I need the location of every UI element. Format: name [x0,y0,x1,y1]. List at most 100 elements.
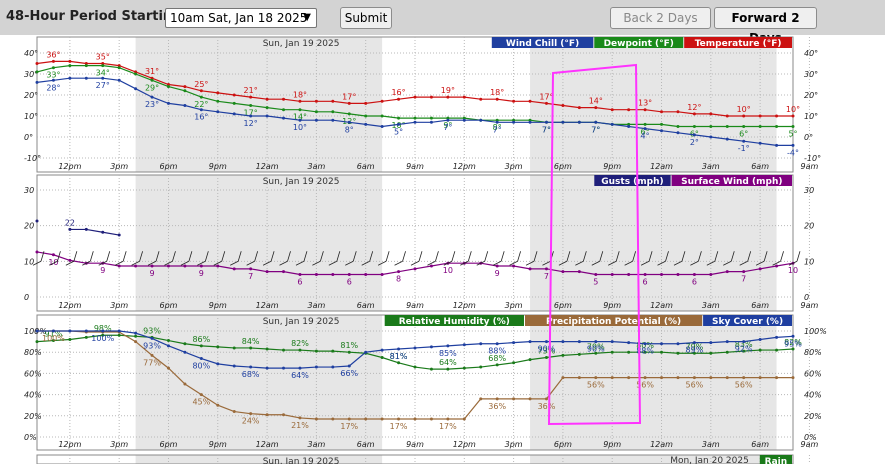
data-point [692,351,696,355]
data-point [429,367,433,371]
wind-barb-flag [500,251,505,262]
data-point [594,376,598,380]
data-label: -1° [738,144,750,153]
data-point [216,362,220,366]
data-point [709,351,713,355]
data-point [709,272,713,276]
data-point [676,376,680,380]
data-point [561,120,565,124]
data-point [166,83,170,86]
x-tick-label: 9pm [209,301,227,310]
wind-barb-flag [402,251,406,262]
data-point [117,264,121,268]
y-tick-left: 20 [24,222,34,231]
data-label: 89% [686,346,704,355]
y-tick-right: 80% [804,348,822,357]
y-tick-left: 10 [24,257,34,266]
forward-2-days-button[interactable]: Forward 2 Days [714,7,817,45]
legend-swatch [594,175,671,186]
data-point [117,329,121,333]
data-point [429,417,433,421]
legend-label: Temperature (°F) [695,39,782,49]
legend-swatch [491,37,594,48]
data-point [660,272,664,276]
data-label: 24% [242,417,260,426]
wind-barb [608,260,617,266]
x-tick-label: 6am [357,162,375,171]
data-point [660,350,664,354]
wind-barb [624,260,633,266]
data-point [446,118,450,122]
wind-barb-flag [780,251,784,262]
back-2-days-button[interactable]: Back 2 Days [610,7,711,29]
y-tick-left: 30° [24,70,38,79]
data-point [101,329,105,333]
data-label: 23° [145,100,159,109]
data-label: 2° [690,138,699,147]
data-point [397,122,401,126]
wind-barb-flag [237,251,242,262]
data-point [676,110,680,114]
data-label: 12° [244,119,258,128]
data-point [610,122,614,126]
x-tick-label: 3pm [110,301,128,310]
y-tick-left: 80% [24,348,42,357]
data-label: 9 [199,269,204,278]
data-label: 10° [786,105,800,114]
x-tick-label: 12am [650,162,673,171]
data-point [134,340,138,344]
data-point [68,59,72,63]
period-select-value: 10am Sat, Jan 18 2025 [170,11,308,25]
data-point [35,70,39,74]
data-point [199,264,203,268]
data-label: 7° [591,125,600,134]
data-point [232,410,236,414]
data-point [594,120,598,124]
data-point [643,127,647,131]
x-tick-label: 3am [307,301,325,310]
data-point [725,270,729,274]
wind-barb [114,260,124,266]
data-point [791,347,795,351]
wind-barb-flag [730,251,735,262]
legend-label: Sky Cover (%) [712,317,783,327]
data-label: 6 [347,277,352,286]
data-point [709,112,713,116]
data-point [232,101,236,105]
data-point [495,363,499,367]
data-point [265,97,269,101]
data-point [199,344,203,348]
y-tick-left: -10° [24,154,41,163]
wind-barb-flag [106,251,111,262]
data-point [84,62,88,65]
data-point [183,342,187,346]
data-label: 7 [544,272,549,281]
data-point [791,334,795,338]
date-header: Sun, Jan 19 2025 [263,177,340,187]
data-label: 93% [143,341,161,350]
data-point [117,233,121,237]
x-tick-label: 3pm [505,162,523,171]
data-point [544,267,548,271]
data-point [249,365,253,369]
data-point [725,376,729,380]
y-tick-right: 20 [804,222,814,231]
data-label: 56% [686,381,704,390]
data-point [643,350,647,354]
data-point [265,347,269,351]
submit-button[interactable]: Submit [340,7,392,29]
data-label: 9 [495,269,500,278]
period-select[interactable]: 10am Sat, Jan 18 2025 ▼ [165,8,317,28]
legend-label: Gusts (mph) [601,177,663,187]
data-point [413,346,417,350]
data-point [380,417,384,421]
data-point [429,345,433,349]
data-point [775,114,779,118]
data-point [347,120,351,124]
data-label: 6 [297,277,302,286]
data-point [709,125,713,128]
data-point [462,366,466,370]
data-point [495,120,499,124]
data-point [512,341,516,345]
legend-label: Precipitation Potential (%) [546,317,681,327]
